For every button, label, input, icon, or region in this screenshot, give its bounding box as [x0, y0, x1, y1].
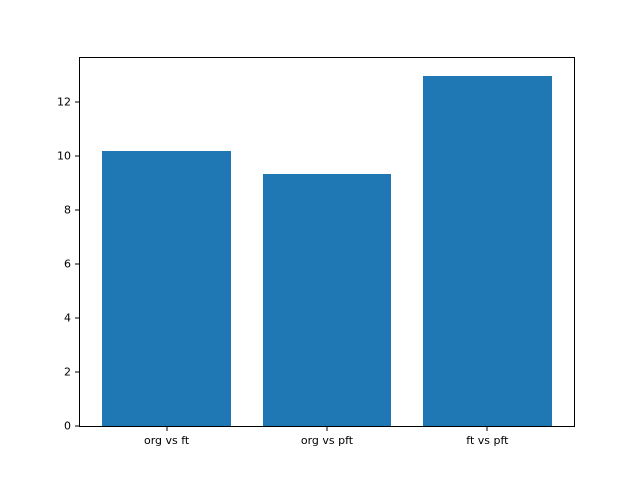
y-tick-mark [75, 209, 79, 211]
y-tick-label: 10 [57, 149, 71, 163]
bar [262, 173, 392, 426]
y-tick-label: 2 [64, 365, 71, 379]
y-tick-label: 12 [57, 95, 71, 109]
y-tick-mark [75, 263, 79, 265]
y-tick-label: 8 [64, 203, 71, 217]
plot-area: 0 2 4 6 8 10 12 org vs ft org vs pft ft vs pft [57, 57, 575, 446]
x-tick-mark [486, 427, 488, 431]
bar [102, 151, 231, 426]
y-tick-label: 4 [64, 311, 71, 325]
x-tick-mark [166, 427, 168, 431]
x-tick-label: org vs pft [300, 434, 354, 447]
x-tick-label: ft vs pft [466, 434, 509, 447]
y-tick-mark [75, 317, 79, 319]
y-tick-mark [75, 425, 79, 427]
y-tick-label: 0 [64, 419, 71, 433]
x-tick-mark [326, 427, 328, 431]
y-tick-mark [75, 101, 79, 103]
x-tick-label: org vs ft [143, 434, 190, 447]
y-tick-label: 6 [64, 257, 71, 271]
y-tick-mark [75, 155, 79, 157]
bar [423, 75, 552, 426]
y-tick-mark [75, 371, 79, 373]
